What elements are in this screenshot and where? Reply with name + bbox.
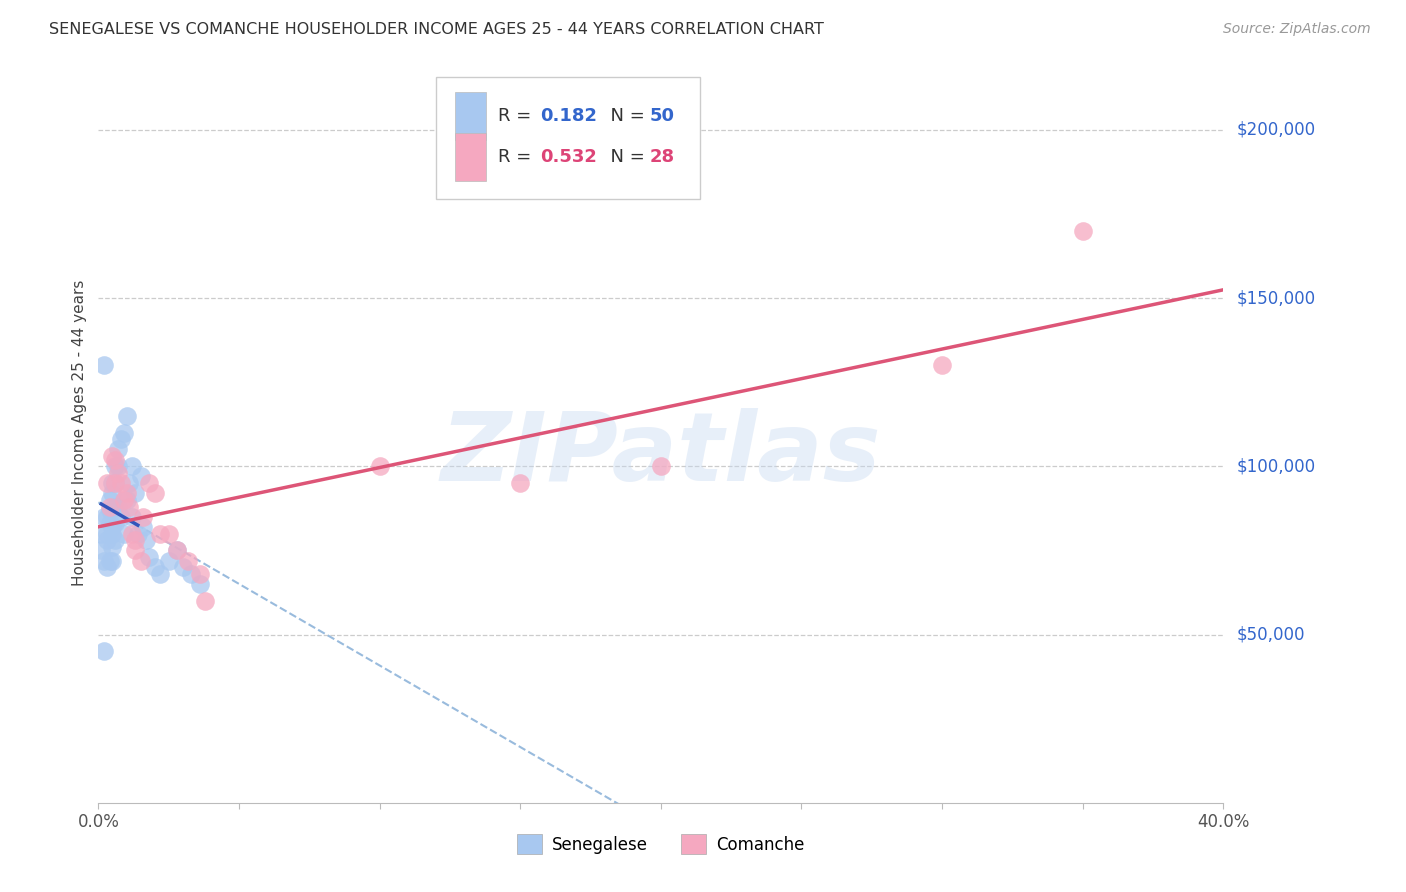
Point [104,452,127,467]
Point [110,433,132,447]
Bar [456,92,486,140]
Point [101,540,124,554]
Point [104,459,127,474]
Point [98,503,121,517]
Point [93,553,115,567]
Text: ZIPatlas: ZIPatlas [440,409,882,501]
Point [157,553,180,567]
Point [650,459,672,474]
Text: N =: N = [599,148,651,166]
Point [143,560,166,574]
Text: $200,000: $200,000 [1237,120,1316,139]
Point [90,543,112,558]
Text: SENEGALESE VS COMANCHE HOUSEHOLDER INCOME AGES 25 - 44 YEARS CORRELATION CHART: SENEGALESE VS COMANCHE HOUSEHOLDER INCOM… [49,22,824,37]
Point [107,466,129,480]
Y-axis label: Householder Income Ages 25 - 44 years: Householder Income Ages 25 - 44 years [72,279,87,586]
Point [112,492,135,507]
Point [115,486,138,500]
Point [107,500,129,514]
Point [96,560,118,574]
Point [93,644,115,658]
Point [121,459,143,474]
Point [166,543,188,558]
Point [132,509,155,524]
Point [368,459,391,474]
Text: $150,000: $150,000 [1237,289,1316,307]
Point [96,533,118,548]
Point [129,469,152,483]
Point [104,533,127,548]
Point [149,566,172,581]
Text: 0.532: 0.532 [540,148,598,166]
Bar [456,133,486,181]
Point [127,526,149,541]
Point [107,459,129,474]
Point [1071,224,1094,238]
Point [177,553,200,567]
Point [98,516,121,531]
Text: R =: R = [498,107,537,125]
Point [180,566,202,581]
Text: N =: N = [599,107,651,125]
Point [93,359,115,373]
Point [96,526,118,541]
Point [138,550,160,565]
Point [931,359,953,373]
Point [112,526,135,541]
Point [90,526,112,541]
Point [98,500,121,514]
Point [138,476,160,491]
Text: Source: ZipAtlas.com: Source: ZipAtlas.com [1223,22,1371,37]
Point [115,492,138,507]
Text: $100,000: $100,000 [1237,458,1316,475]
FancyBboxPatch shape [436,78,700,200]
Point [98,553,121,567]
Point [124,543,146,558]
Point [104,476,127,491]
Point [115,409,138,423]
Point [132,520,155,534]
Point [104,476,127,491]
Point [157,526,180,541]
Point [101,476,124,491]
Point [93,509,115,524]
Text: R =: R = [498,148,537,166]
Text: 50: 50 [650,107,675,125]
Point [143,486,166,500]
Point [135,533,157,548]
Point [121,509,143,524]
Point [188,566,211,581]
Point [129,553,152,567]
Point [149,526,172,541]
Point [96,476,118,491]
Text: 0.182: 0.182 [540,107,598,125]
Point [101,526,124,541]
Point [509,476,531,491]
Point [96,509,118,524]
Legend: Senegalese, Comanche: Senegalese, Comanche [510,828,811,861]
Point [101,520,124,534]
Point [118,476,141,491]
Point [104,500,127,514]
Point [101,486,124,500]
Text: $50,000: $50,000 [1237,625,1306,643]
Point [121,526,143,541]
Point [107,442,129,457]
Point [124,533,146,548]
Point [104,516,127,531]
Point [110,509,132,524]
Point [98,492,121,507]
Point [124,486,146,500]
Point [101,553,124,567]
Point [118,500,141,514]
Point [172,560,194,574]
Point [166,543,188,558]
Text: 28: 28 [650,148,675,166]
Point [110,476,132,491]
Point [112,425,135,440]
Point [101,449,124,463]
Point [194,594,217,608]
Point [188,577,211,591]
